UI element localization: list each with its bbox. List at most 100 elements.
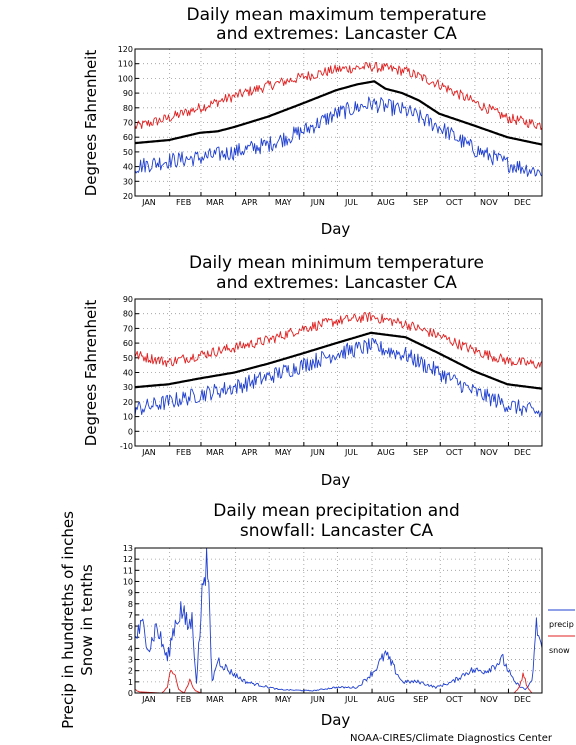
x-tick-label: JUL — [344, 198, 358, 207]
y-tick-label: 100 — [118, 74, 133, 83]
x-tick-label: JAN — [141, 695, 156, 704]
y-tick-label: 30 — [123, 383, 133, 392]
x-tick-label: OCT — [446, 448, 463, 457]
series-line-mean — [134, 331, 543, 390]
x-tick-label: FEB — [176, 448, 191, 457]
x-tick-label: JAN — [141, 198, 156, 207]
x-tick-label: MAY — [275, 448, 292, 457]
y-tick-label: 20 — [123, 192, 133, 201]
x-tick-label: MAR — [206, 695, 224, 704]
y-tick-label: 90 — [123, 89, 133, 98]
y-tick-label: 60 — [123, 339, 133, 348]
y-tick-label: -10 — [120, 442, 133, 451]
series-line-record_low — [134, 337, 543, 418]
chart-title-line: and extremes: Lancaster CA — [216, 273, 457, 293]
y-axis-label: Degrees Fahrenheit — [82, 50, 100, 197]
y-tick-label: 7 — [128, 611, 133, 620]
x-tick-label: DEC — [514, 448, 531, 457]
y-tick-label: 11 — [123, 566, 133, 575]
x-tick-label: APR — [242, 198, 258, 207]
credit-text: NOAA-CIRES/Climate Diagnostics Center — [350, 733, 552, 744]
y-tick-label: 1 — [128, 678, 133, 687]
x-tick-label: JUL — [344, 448, 358, 457]
x-tick-label: AUG — [377, 448, 395, 457]
y-tick-label: 20 — [123, 398, 133, 407]
y-tick-label: 30 — [123, 177, 133, 186]
y-tick-label: 5 — [128, 633, 133, 642]
y-tick-label: 40 — [123, 369, 133, 378]
y-tick-label: 0 — [128, 427, 133, 436]
x-tick-label: JUN — [310, 448, 325, 457]
y-tick-label: 3 — [128, 656, 133, 665]
series-line-record_high — [134, 62, 543, 130]
y-tick-label: 9 — [128, 589, 133, 598]
y-tick-label: 40 — [123, 163, 133, 172]
series-line-record_high — [134, 311, 543, 369]
x-tick-label: SEP — [413, 198, 428, 207]
series-line-precip — [134, 547, 543, 692]
y-tick-label: 0 — [128, 689, 133, 698]
x-tick-label: SEP — [413, 695, 428, 704]
x-tick-label: OCT — [446, 198, 463, 207]
x-axis-label: Day — [321, 711, 351, 729]
plot-frame — [134, 48, 543, 197]
series-line-mean — [134, 80, 543, 146]
x-tick-label: NOV — [480, 695, 498, 704]
x-tick-label: MAY — [275, 695, 292, 704]
x-tick-label: APR — [242, 695, 258, 704]
x-tick-label: DEC — [514, 695, 531, 704]
y-tick-label: 2 — [128, 667, 133, 676]
x-tick-label: OCT — [446, 695, 463, 704]
y-tick-label: 70 — [123, 119, 133, 128]
y-tick-label: 50 — [123, 354, 133, 363]
legend-label-precip: precip — [549, 620, 574, 629]
x-tick-label: FEB — [176, 695, 191, 704]
x-tick-label: DEC — [514, 198, 531, 207]
y-axis-label: Precip in hundreths of inches — [59, 511, 77, 729]
y-tick-label: 80 — [123, 104, 133, 113]
x-tick-label: NOV — [480, 448, 498, 457]
y-tick-label: 12 — [123, 555, 133, 564]
chart-title-line: snowfall: Lancaster CA — [240, 521, 434, 541]
y-tick-label: 13 — [123, 544, 133, 553]
y-tick-label: 6 — [128, 622, 133, 631]
y-axis-label: Degrees Fahrenheit — [82, 300, 100, 447]
plot-frame — [134, 298, 543, 447]
y-tick-label: 10 — [123, 577, 133, 586]
legend-label-snow: snow — [549, 646, 570, 655]
chart-title-line: Daily mean minimum temperature — [189, 253, 484, 273]
chart-title-line: and extremes: Lancaster CA — [216, 24, 457, 44]
legend: precip snow — [548, 609, 575, 655]
chart-title-line: Daily mean maximum temperature — [187, 5, 487, 25]
x-tick-label: JUN — [310, 695, 325, 704]
x-tick-label: NOV — [480, 198, 498, 207]
chart-title-line: Daily mean precipitation and — [213, 501, 460, 521]
y-tick-label: 70 — [123, 324, 133, 333]
x-axis-label: Day — [321, 220, 351, 238]
y-tick-label: 80 — [123, 310, 133, 319]
x-tick-label: JUN — [310, 198, 325, 207]
x-tick-label: MAR — [206, 448, 224, 457]
y-axis-label: Snow in tenths — [78, 564, 96, 676]
x-tick-label: MAR — [206, 198, 224, 207]
y-tick-label: 90 — [123, 295, 133, 304]
y-tick-label: 60 — [123, 133, 133, 142]
x-tick-label: JAN — [141, 448, 156, 457]
y-tick-label: 4 — [128, 644, 133, 653]
x-tick-label: AUG — [377, 198, 395, 207]
series-line-record_low — [134, 96, 543, 177]
y-tick-label: 8 — [128, 600, 133, 609]
x-tick-label: MAY — [275, 198, 292, 207]
x-tick-label: AUG — [377, 695, 395, 704]
plot-frame — [134, 547, 543, 694]
y-tick-label: 10 — [123, 413, 133, 422]
y-tick-label: 110 — [118, 60, 133, 69]
x-tick-label: APR — [242, 448, 258, 457]
x-tick-label: JUL — [344, 695, 358, 704]
y-tick-label: 50 — [123, 148, 133, 157]
x-axis-label: Day — [321, 471, 351, 489]
x-tick-label: FEB — [176, 198, 191, 207]
